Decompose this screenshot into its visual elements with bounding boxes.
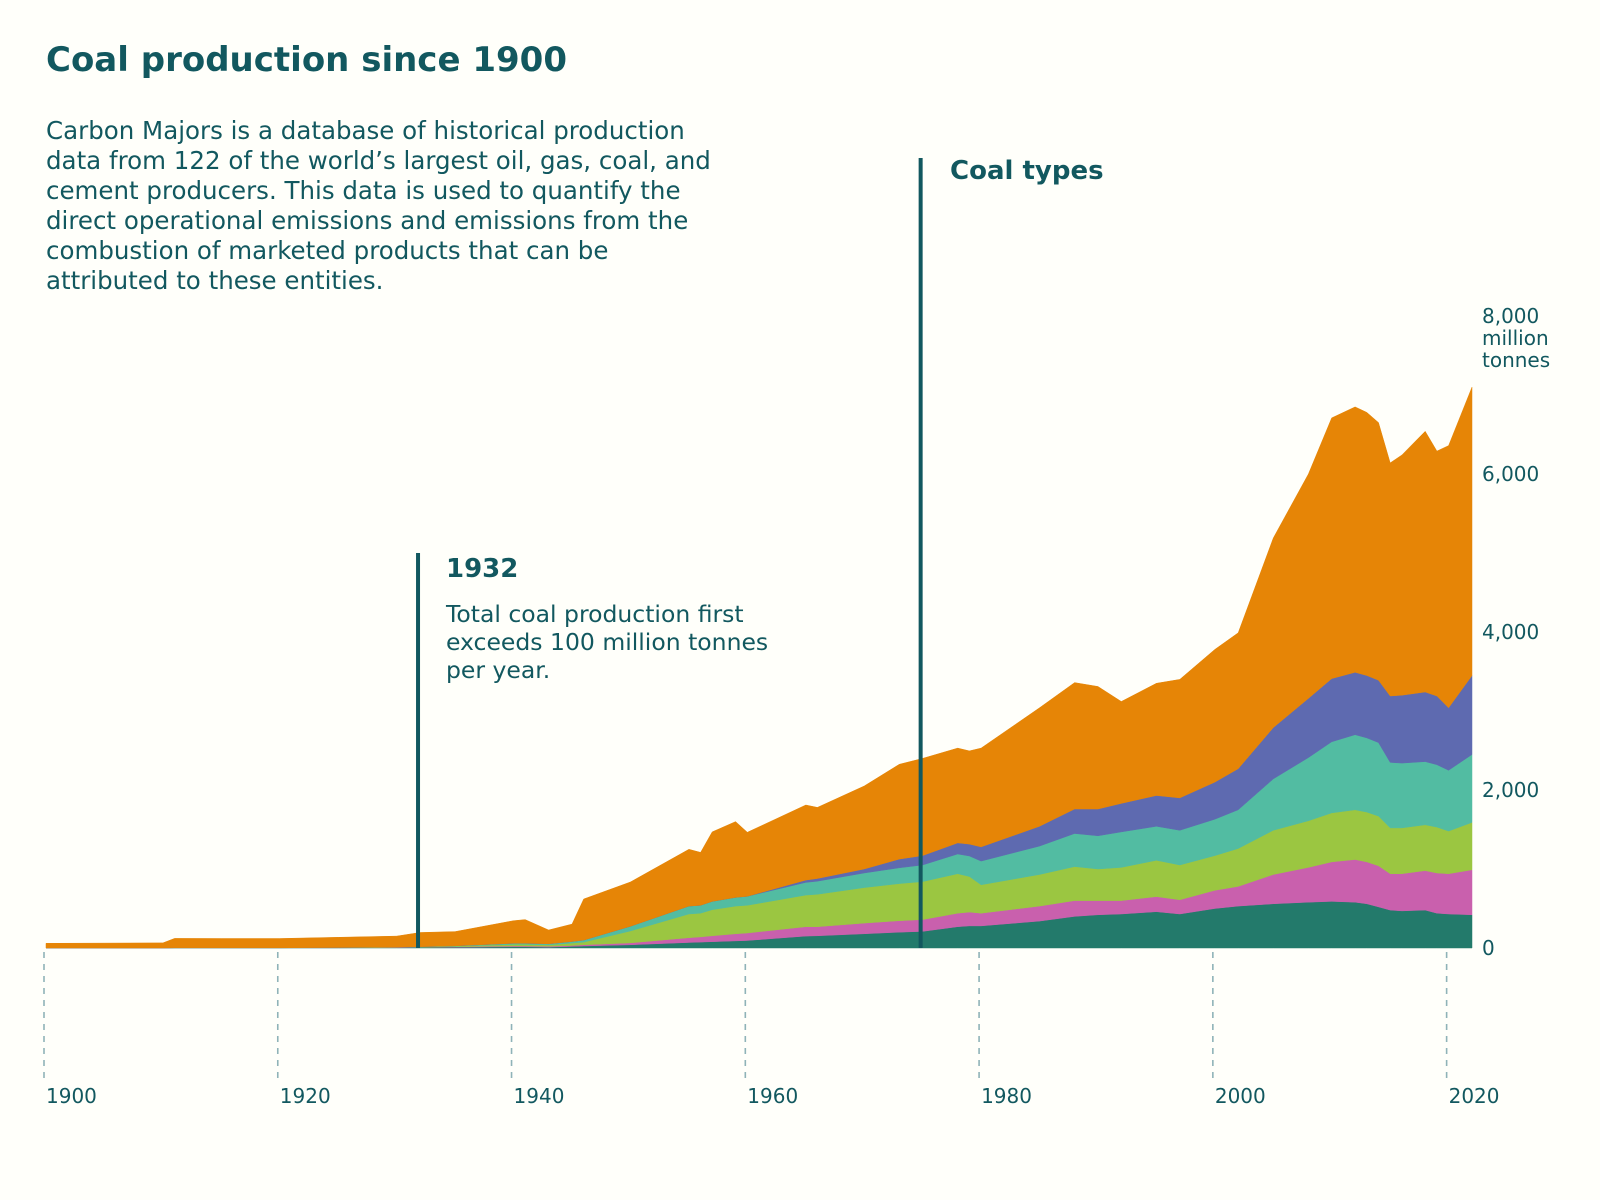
annotation-1932-text: Total coal production first exceeds 100 … bbox=[446, 600, 769, 684]
y-axis-tick-labels: 0 2,000 4,000 6,000 8,000 million tonnes bbox=[1482, 304, 1550, 960]
intro-paragraph: Carbon Majors is a database of historica… bbox=[46, 116, 711, 295]
x-tick-label-2000: 2000 bbox=[1215, 1084, 1266, 1108]
area-series-6 bbox=[45, 387, 1473, 949]
annotation-coal-types-title: Coal types bbox=[950, 156, 1104, 186]
x-gridlines bbox=[43, 952, 1448, 1082]
y-tick-label-part: million bbox=[1482, 326, 1549, 350]
annotation-1932-title: 1932 bbox=[446, 554, 519, 584]
x-tick-label-2020: 2020 bbox=[1449, 1084, 1500, 1108]
x-tick-label-1920: 1920 bbox=[280, 1084, 331, 1108]
y-tick-label-part: tonnes bbox=[1482, 348, 1550, 372]
y-tick-label-part: 8,000 bbox=[1482, 304, 1539, 328]
x-tick-label-1940: 1940 bbox=[514, 1084, 565, 1108]
x-axis-tick-labels: 1900 1920 1940 1960 1980 2000 2020 bbox=[46, 1084, 1500, 1108]
y-tick-label-8000: 8,000 million tonnes bbox=[1482, 304, 1550, 372]
x-tick-label-1980: 1980 bbox=[981, 1084, 1032, 1108]
y-tick-label-4000: 4,000 bbox=[1482, 620, 1539, 644]
stacked-areas bbox=[45, 387, 1473, 949]
x-tick-label-1900: 1900 bbox=[46, 1084, 97, 1108]
annotation-lines bbox=[416, 158, 923, 948]
y-tick-label-2000: 2,000 bbox=[1482, 778, 1539, 802]
y-tick-label-0: 0 bbox=[1482, 936, 1495, 960]
y-tick-label-6000: 6,000 bbox=[1482, 462, 1539, 486]
page-title: Coal production since 1900 bbox=[46, 40, 567, 80]
x-tick-label-1960: 1960 bbox=[747, 1084, 798, 1108]
